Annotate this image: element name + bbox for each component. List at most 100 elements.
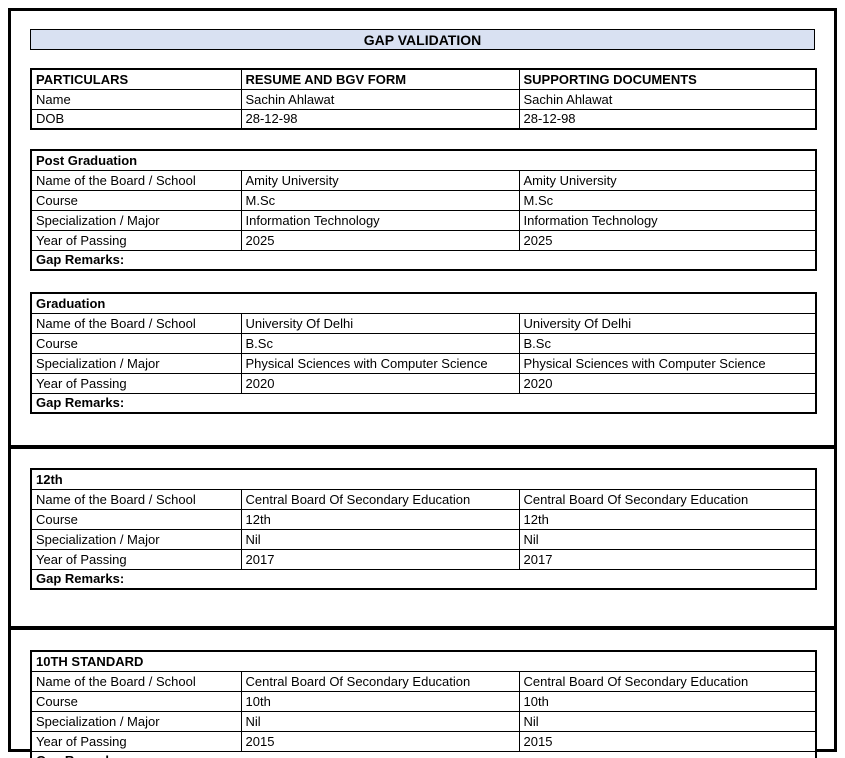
supporting-value: 2017 (518, 548, 817, 570)
section-heading-row: Graduation (30, 292, 817, 314)
row-label: Year of Passing (30, 372, 242, 394)
supporting-value: Nil (518, 710, 817, 732)
gap-remarks-row: Gap Remarks: (30, 249, 817, 271)
table-row: Name of the Board / School Amity Univers… (30, 169, 817, 191)
resume-value: 12th (240, 508, 520, 530)
section-table-12th: 12th Name of the Board / School Central … (30, 468, 818, 590)
supporting-value: Central Board Of Secondary Education (518, 670, 817, 692)
table-row: Name of the Board / School University Of… (30, 312, 817, 334)
gap-remarks-row: Gap Remarks: (30, 750, 817, 758)
section-table-post-graduation: Post Graduation Name of the Board / Scho… (30, 149, 818, 271)
row-label: Specialization / Major (30, 528, 242, 550)
supporting-value: 2025 (518, 229, 817, 251)
table-row: Name Sachin Ahlawat Sachin Ahlawat (30, 88, 817, 110)
supporting-value: 12th (518, 508, 817, 530)
supporting-value: Central Board Of Secondary Education (518, 488, 817, 510)
resume-value: Nil (240, 710, 520, 732)
row-label: Course (30, 332, 242, 354)
page-segment-2: 12th Name of the Board / School Central … (11, 468, 834, 626)
supporting-value-dob: 28-12-98 (518, 108, 817, 130)
row-label-name: Name (30, 88, 242, 110)
table-row: Course 12th 12th (30, 508, 817, 530)
row-label: Name of the Board / School (30, 488, 242, 510)
section-table-10th-standard: 10TH STANDARD Name of the Board / School… (30, 650, 817, 758)
table-row: Specialization / Major Physical Sciences… (30, 352, 817, 374)
supporting-value: M.Sc (518, 189, 817, 211)
table-row: DOB 28-12-98 28-12-98 (30, 108, 817, 130)
row-label: Year of Passing (30, 730, 242, 752)
supporting-value: B.Sc (518, 332, 817, 354)
resume-value: Nil (240, 528, 520, 550)
resume-value: Central Board Of Secondary Education (240, 488, 520, 510)
section-heading-row: 10TH STANDARD (30, 650, 817, 672)
gap-remarks-row: Gap Remarks: (30, 568, 817, 590)
gap-remarks-label: Gap Remarks: (30, 750, 817, 758)
supporting-value: Nil (518, 528, 817, 550)
page-title: GAP VALIDATION (30, 29, 815, 50)
page-break-divider (11, 626, 834, 630)
resume-value: 2017 (240, 548, 520, 570)
particulars-table: PARTICULARS RESUME AND BGV FORM SUPPORTI… (30, 68, 817, 130)
table-row: Specialization / Major Nil Nil (30, 528, 817, 550)
table-row: Year of Passing 2025 2025 (30, 229, 817, 251)
resume-value: B.Sc (240, 332, 520, 354)
supporting-value-name: Sachin Ahlawat (518, 88, 817, 110)
resume-value: University Of Delhi (240, 312, 520, 334)
column-header-resume: RESUME AND BGV FORM (240, 68, 520, 90)
table-header-row: PARTICULARS RESUME AND BGV FORM SUPPORTI… (30, 68, 817, 90)
resume-value: 2025 (240, 229, 520, 251)
row-label: Course (30, 508, 242, 530)
supporting-value: Amity University (518, 169, 817, 191)
row-label: Year of Passing (30, 229, 242, 251)
document-outer-frame: GAP VALIDATION PARTICULARS RESUME AND BG… (8, 8, 837, 758)
row-label: Specialization / Major (30, 209, 242, 231)
supporting-value: 10th (518, 690, 817, 712)
resume-value-dob: 28-12-98 (240, 108, 520, 130)
table-row: Name of the Board / School Central Board… (30, 488, 817, 510)
row-label: Specialization / Major (30, 710, 242, 732)
gap-remarks-label: Gap Remarks: (30, 568, 817, 590)
resume-value: Physical Sciences with Computer Science (240, 352, 520, 374)
page-segment-3: 10TH STANDARD Name of the Board / School… (11, 650, 834, 758)
row-label: Name of the Board / School (30, 670, 242, 692)
row-label: Specialization / Major (30, 352, 242, 374)
row-label: Name of the Board / School (30, 169, 242, 191)
resume-value: Amity University (240, 169, 520, 191)
table-row: Year of Passing 2015 2015 (30, 730, 817, 752)
resume-value: 10th (240, 690, 520, 712)
row-label: Year of Passing (30, 548, 242, 570)
table-row: Name of the Board / School Central Board… (30, 670, 817, 692)
gap-remarks-row: Gap Remarks: (30, 392, 817, 414)
section-heading: 10TH STANDARD (30, 650, 817, 672)
row-label: Course (30, 189, 242, 211)
table-row: Course M.Sc M.Sc (30, 189, 817, 211)
section-heading: 12th (30, 468, 817, 490)
column-header-supporting: SUPPORTING DOCUMENTS (518, 68, 817, 90)
row-label: Name of the Board / School (30, 312, 242, 334)
table-row: Course B.Sc B.Sc (30, 332, 817, 354)
resume-value: 2015 (240, 730, 520, 752)
section-heading: Graduation (30, 292, 817, 314)
gap-remarks-label: Gap Remarks: (30, 249, 817, 271)
section-table-graduation: Graduation Name of the Board / School Un… (30, 292, 818, 414)
row-label-dob: DOB (30, 108, 242, 130)
page-segment-1: GAP VALIDATION PARTICULARS RESUME AND BG… (11, 29, 834, 445)
table-row: Year of Passing 2017 2017 (30, 548, 817, 570)
supporting-value: 2020 (518, 372, 817, 394)
page-break-divider (11, 445, 834, 449)
table-row: Specialization / Major Nil Nil (30, 710, 817, 732)
table-row: Year of Passing 2020 2020 (30, 372, 817, 394)
supporting-value: Physical Sciences with Computer Science (518, 352, 817, 374)
supporting-value: 2015 (518, 730, 817, 752)
supporting-value: Information Technology (518, 209, 817, 231)
resume-value: 2020 (240, 372, 520, 394)
resume-value: M.Sc (240, 189, 520, 211)
row-label: Course (30, 690, 242, 712)
gap-remarks-label: Gap Remarks: (30, 392, 817, 414)
section-heading-row: Post Graduation (30, 149, 817, 171)
supporting-value: University Of Delhi (518, 312, 817, 334)
section-heading-row: 12th (30, 468, 817, 490)
table-row: Course 10th 10th (30, 690, 817, 712)
resume-value: Central Board Of Secondary Education (240, 670, 520, 692)
